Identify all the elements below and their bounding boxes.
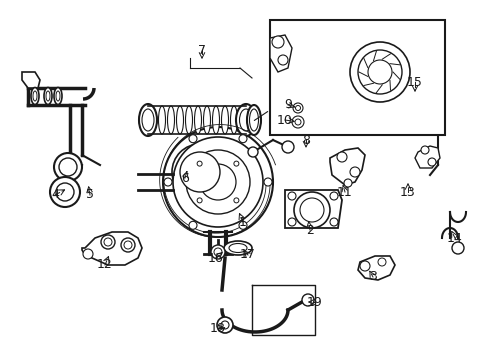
Polygon shape (82, 232, 142, 265)
Ellipse shape (195, 106, 201, 134)
Circle shape (189, 135, 197, 143)
Circle shape (358, 50, 402, 94)
Circle shape (239, 221, 247, 229)
Circle shape (337, 152, 347, 162)
Polygon shape (330, 148, 365, 185)
Polygon shape (270, 35, 292, 72)
Ellipse shape (247, 105, 261, 135)
Text: 19: 19 (307, 296, 323, 309)
Polygon shape (22, 72, 40, 88)
Circle shape (163, 127, 273, 237)
Circle shape (293, 103, 303, 113)
Circle shape (288, 192, 296, 200)
Circle shape (197, 198, 202, 203)
Circle shape (288, 218, 296, 226)
Circle shape (278, 55, 288, 65)
Circle shape (360, 261, 370, 271)
Circle shape (428, 158, 436, 166)
Polygon shape (358, 256, 395, 280)
Ellipse shape (54, 87, 62, 104)
Circle shape (101, 235, 115, 249)
Polygon shape (285, 190, 342, 228)
Ellipse shape (168, 106, 174, 134)
Circle shape (164, 178, 172, 186)
Circle shape (197, 161, 202, 166)
Ellipse shape (31, 87, 39, 104)
Circle shape (421, 146, 429, 154)
Circle shape (294, 192, 330, 228)
Circle shape (121, 238, 135, 252)
Ellipse shape (186, 106, 193, 134)
Circle shape (234, 198, 239, 203)
Text: 3: 3 (369, 270, 377, 284)
Circle shape (248, 147, 258, 157)
Circle shape (186, 150, 250, 214)
Circle shape (173, 137, 263, 227)
Ellipse shape (44, 87, 52, 104)
Text: 7: 7 (198, 44, 206, 57)
Ellipse shape (236, 104, 256, 136)
Circle shape (272, 36, 284, 48)
Circle shape (234, 161, 239, 166)
Circle shape (200, 164, 236, 200)
Circle shape (54, 153, 82, 181)
Text: 2: 2 (306, 224, 314, 237)
Circle shape (330, 218, 338, 226)
Ellipse shape (158, 106, 166, 134)
Ellipse shape (139, 104, 157, 136)
Circle shape (50, 177, 80, 207)
Circle shape (239, 135, 247, 143)
Bar (270, 20, 445, 135)
Circle shape (368, 60, 392, 84)
Circle shape (56, 183, 74, 201)
Text: 17: 17 (240, 248, 256, 261)
Ellipse shape (221, 106, 228, 134)
Circle shape (410, 85, 420, 95)
Circle shape (282, 141, 294, 153)
Text: 5: 5 (86, 189, 94, 202)
Circle shape (211, 245, 225, 259)
Text: 13: 13 (400, 185, 416, 198)
Circle shape (172, 144, 228, 200)
Text: 8: 8 (302, 134, 310, 147)
Text: 6: 6 (181, 171, 189, 184)
Ellipse shape (203, 106, 211, 134)
Circle shape (180, 152, 220, 192)
Circle shape (189, 221, 197, 229)
Text: 16: 16 (208, 252, 224, 265)
Text: 18: 18 (210, 321, 226, 334)
Text: 1: 1 (239, 216, 247, 229)
Circle shape (452, 242, 464, 254)
Circle shape (59, 158, 77, 176)
Circle shape (350, 42, 410, 102)
Circle shape (344, 179, 352, 187)
Circle shape (411, 104, 419, 112)
Text: 4: 4 (51, 189, 59, 202)
Circle shape (302, 294, 314, 306)
Circle shape (330, 192, 338, 200)
Text: 15: 15 (407, 76, 423, 89)
Text: 9: 9 (284, 99, 292, 112)
Text: 14: 14 (447, 231, 463, 244)
Text: 11: 11 (337, 185, 353, 198)
Polygon shape (415, 146, 440, 168)
Circle shape (264, 178, 272, 186)
Circle shape (217, 317, 233, 333)
Circle shape (292, 116, 304, 128)
Text: 10: 10 (277, 113, 293, 126)
Circle shape (350, 167, 360, 177)
Text: 12: 12 (97, 258, 113, 271)
Circle shape (83, 249, 93, 259)
Ellipse shape (224, 241, 252, 255)
Ellipse shape (213, 106, 220, 134)
Ellipse shape (230, 106, 238, 134)
Ellipse shape (176, 106, 183, 134)
